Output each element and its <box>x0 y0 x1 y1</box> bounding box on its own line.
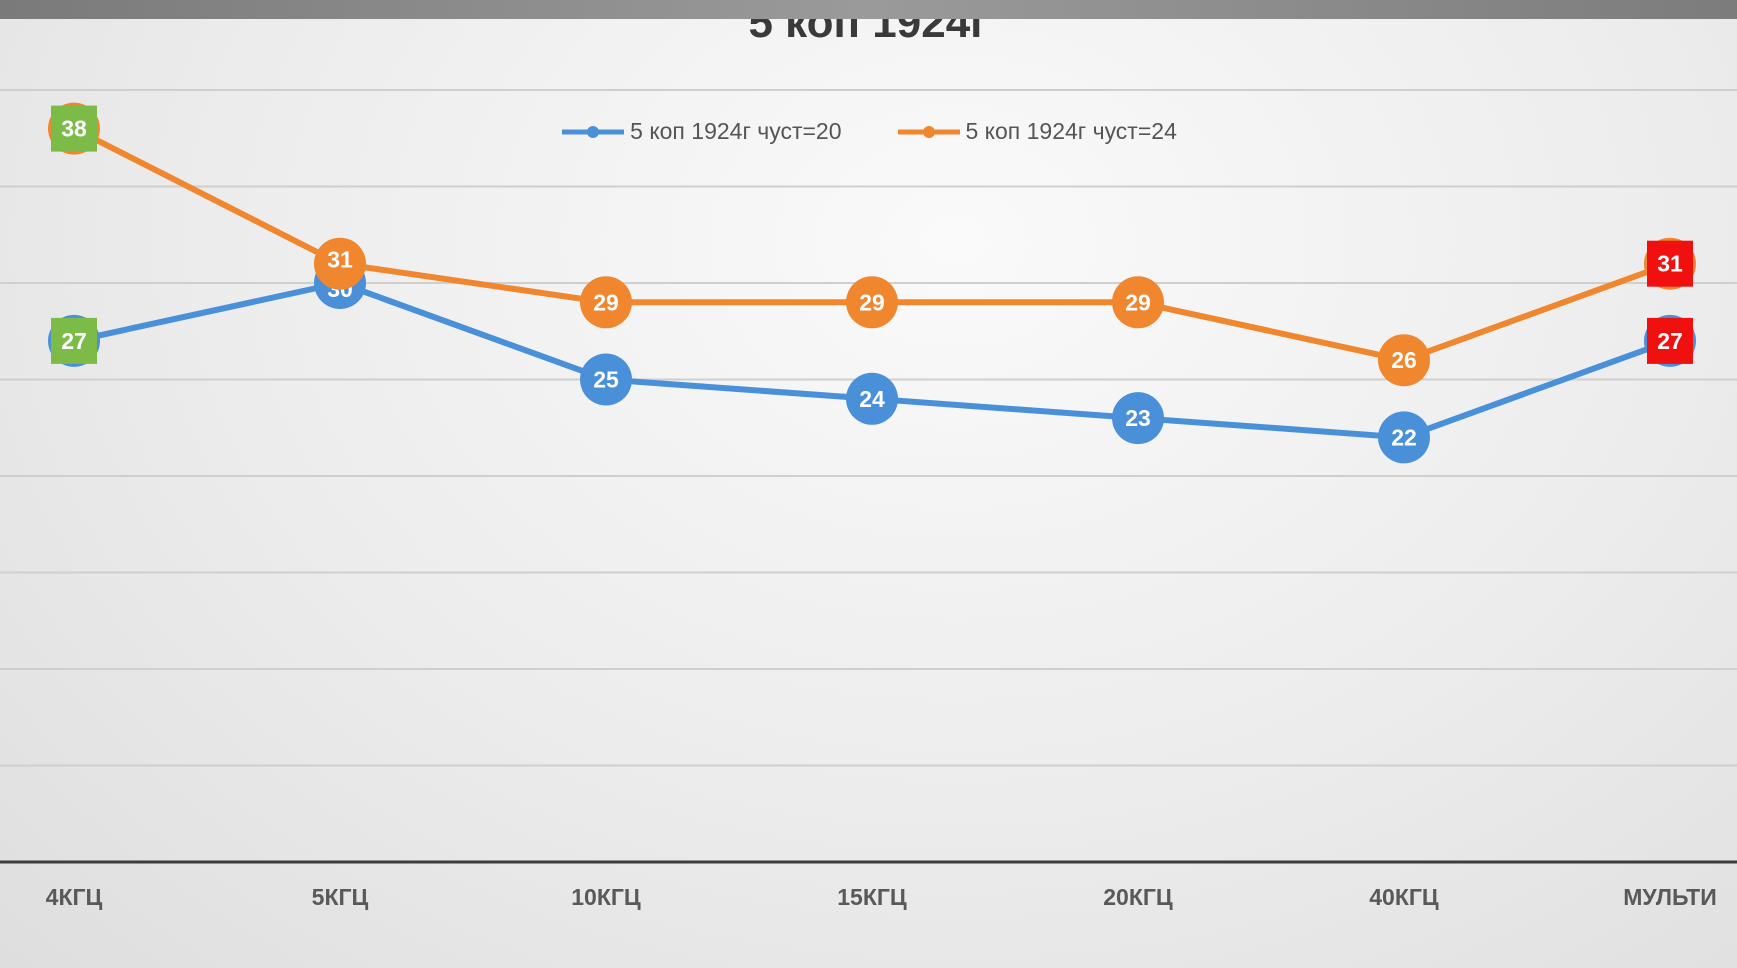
legend-swatch-blue <box>562 125 625 138</box>
highlight-marker <box>1647 240 1693 287</box>
data-point <box>1378 411 1430 464</box>
x-tick-label: 4КГЦ <box>46 884 103 910</box>
data-point <box>846 276 898 329</box>
data-label: 23 <box>1125 405 1151 431</box>
data-point <box>314 237 366 290</box>
data-label: 29 <box>1125 289 1151 315</box>
legend-item-series-2: 5 коп 1924г чуст=24 <box>896 118 1177 145</box>
data-label: 29 <box>593 289 619 315</box>
data-label: 31 <box>1657 251 1683 277</box>
window-top-bar <box>0 0 1737 19</box>
highlight-marker <box>1647 317 1693 364</box>
data-point <box>580 353 632 406</box>
data-label: 29 <box>859 289 885 315</box>
legend-label: 5 коп 1924г чуст=20 <box>630 118 842 144</box>
x-tick-label: 40КГЦ <box>1369 884 1439 910</box>
highlight-marker <box>51 105 97 152</box>
highlight-marker <box>51 317 97 364</box>
data-point <box>846 372 898 425</box>
x-tick-label: 5КГЦ <box>312 884 369 910</box>
data-label: 27 <box>1657 328 1683 354</box>
legend-label: 5 коп 1924г чуст=24 <box>965 118 1177 144</box>
data-point <box>580 276 632 329</box>
x-tick-label: МУЛЬТИ <box>1623 884 1717 910</box>
data-label: 27 <box>61 328 87 354</box>
data-label: 38 <box>61 116 87 142</box>
x-tick-label: 15КГЦ <box>837 884 907 910</box>
x-tick-label: 10КГЦ <box>571 884 641 910</box>
data-point <box>1112 392 1164 445</box>
data-label: 22 <box>1391 424 1417 450</box>
data-label: 25 <box>593 367 619 393</box>
data-point <box>1378 334 1430 387</box>
data-label: 24 <box>859 386 885 412</box>
legend-item-series-1: 5 коп 1924г чуст=20 <box>560 118 842 145</box>
x-tick-label: 20КГЦ <box>1103 884 1173 910</box>
data-label: 31 <box>327 247 353 273</box>
data-point <box>1112 276 1164 329</box>
data-label: 26 <box>1391 347 1417 373</box>
legend-swatch-orange <box>897 125 960 138</box>
legend: 5 коп 1924г чуст=20 5 коп 1924г чуст=24 <box>0 118 1737 145</box>
